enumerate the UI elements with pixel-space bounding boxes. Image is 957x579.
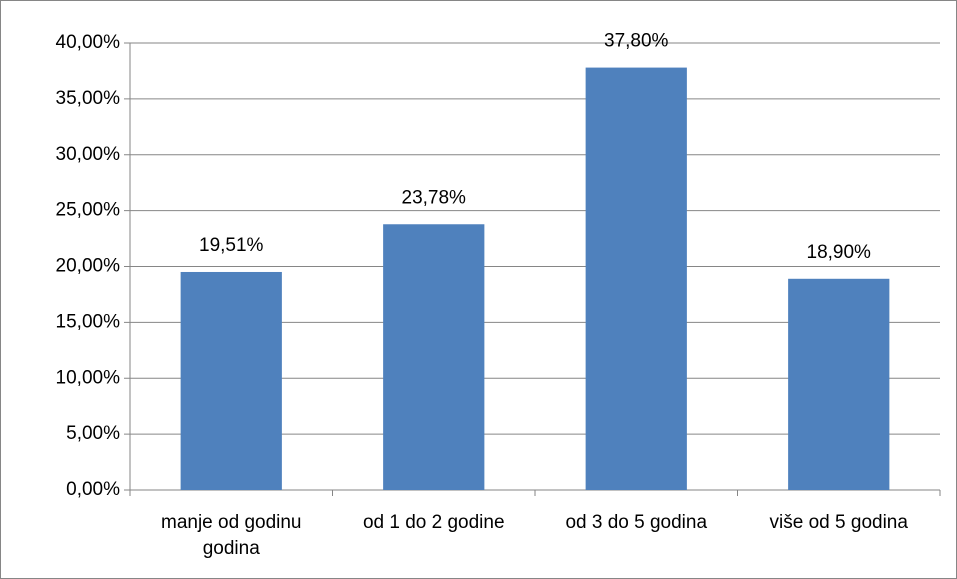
x-tick-label: od 3 do 5 godina — [565, 512, 708, 533]
data-label: 37,80% — [604, 31, 669, 52]
x-tick-label: manje od godinu godina — [161, 512, 302, 559]
y-tick-label: 30,00% — [56, 144, 121, 165]
y-tick-label: 15,00% — [56, 311, 121, 332]
bar — [180, 271, 282, 490]
y-tick-label: 35,00% — [56, 88, 121, 109]
y-tick-label: 40,00% — [56, 32, 121, 53]
data-label: 18,90% — [807, 242, 872, 263]
y-tick-label: 5,00% — [66, 423, 120, 444]
bar — [585, 67, 687, 491]
x-tick-label: više od 5 godina — [769, 512, 908, 533]
y-tick-label: 0,00% — [66, 479, 120, 500]
y-tick-label: 20,00% — [56, 256, 121, 277]
data-label: 19,51% — [199, 235, 264, 256]
y-tick-label: 10,00% — [56, 367, 121, 388]
data-label: 23,78% — [402, 187, 467, 208]
bar — [383, 224, 485, 491]
bar — [788, 278, 890, 490]
y-tick-label: 25,00% — [56, 200, 121, 221]
x-tick-label: od 1 do 2 godine — [362, 512, 505, 533]
